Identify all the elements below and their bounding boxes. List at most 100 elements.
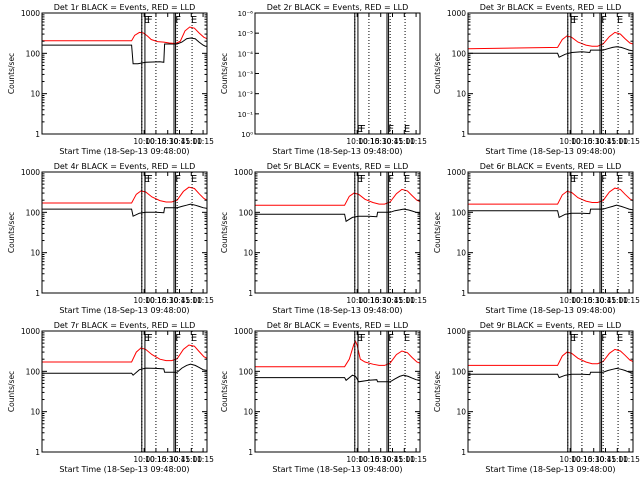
x-tick-label: 10:45 [595, 296, 617, 305]
event-marker-label: E [357, 174, 363, 185]
event-marker-label: F [175, 15, 181, 26]
y-tick-label: 100 [452, 208, 467, 217]
plot-frame [254, 12, 421, 135]
x-tick-label: 10:00 [133, 455, 155, 464]
panel-title: Det 1r BLACK = Events, RED = LLD [54, 3, 196, 12]
event-marker-label: F [360, 333, 366, 344]
y-axis-label: Counts/sec [433, 371, 442, 412]
y-tick-label: 1 [35, 130, 40, 139]
x-tick-label: 11:00 [393, 296, 415, 305]
x-tick-label: 11:15 [405, 455, 427, 464]
x-tick-label: 11:15 [618, 455, 640, 464]
x-tick-label: 10:45 [595, 137, 617, 146]
y-tick-label: 10 [243, 408, 253, 417]
event-marker-label: E [570, 174, 576, 185]
x-tick-label: 10:30 [370, 296, 392, 305]
x-tick-label: 10:30 [583, 455, 605, 464]
plot-frame [41, 330, 208, 453]
panel-title: Det 4r BLACK = Events, RED = LLD [54, 162, 196, 171]
event-marker-label: E [191, 333, 197, 344]
y-tick-label: 100 [26, 367, 41, 376]
event-marker-label: F [388, 174, 394, 185]
plot-frame [254, 330, 421, 453]
x-tick-label: 11:00 [393, 137, 415, 146]
event-marker-label: F [573, 174, 579, 185]
x-tick-label: 11:15 [618, 296, 640, 305]
panel-title: Det 2r BLACK = Events, RED = LLD [267, 3, 409, 12]
x-tick-label: 11:00 [180, 455, 202, 464]
plot-frame [467, 12, 634, 135]
x-axis-label: Start Time (18-Sep-13 09:48:00) [272, 306, 402, 315]
y-tick-label: 1 [248, 289, 253, 298]
y-tick-label: 100 [239, 367, 254, 376]
plot-frame [254, 171, 421, 294]
event-marker-label: E [191, 15, 197, 26]
y-tick-label: 100 [239, 208, 254, 217]
x-tick-label: 10:00 [346, 455, 368, 464]
x-tick-label: 10:45 [382, 137, 404, 146]
y-tick-label: 10 [456, 408, 466, 417]
x-tick-label: 10:45 [595, 455, 617, 464]
plot-frame [467, 330, 634, 453]
y-tick-label: 1000 [447, 9, 466, 18]
x-tick-label: 10:45 [169, 137, 191, 146]
x-axis-label: Start Time (18-Sep-13 09:48:00) [485, 306, 615, 315]
lld-series-line [468, 348, 634, 366]
y-tick-label: 100 [26, 49, 41, 58]
event-marker-label: E [144, 333, 150, 344]
event-marker-label: E [357, 124, 363, 135]
x-tick-label: 10:30 [583, 137, 605, 146]
x-tick-label: 10:00 [559, 137, 581, 146]
event-marker-label: E [144, 174, 150, 185]
x-tick-label: 11:15 [405, 296, 427, 305]
y-tick-label: 10 [456, 249, 466, 258]
panel-title: Det 5r BLACK = Events, RED = LLD [267, 162, 409, 171]
lld-series-line [42, 26, 208, 45]
y-axis-label: Counts/sec [220, 212, 229, 253]
event-marker-label: F [388, 124, 394, 135]
x-tick-label: 11:15 [618, 137, 640, 146]
y-tick-label: 1000 [234, 327, 253, 336]
x-tick-label: 10:15 [145, 137, 167, 146]
y-tick-label: 100 [452, 49, 467, 58]
y-tick-label: 1000 [447, 168, 466, 177]
y-axis-label: Counts/sec [7, 371, 16, 412]
events-series-line [42, 37, 207, 65]
x-tick-label: 10:15 [571, 455, 593, 464]
event-marker-label: F [175, 333, 181, 344]
events-series-line [255, 208, 421, 223]
event-marker-label: F [601, 174, 607, 185]
y-tick-label: 1000 [21, 327, 40, 336]
y-tick-label: 1 [461, 448, 466, 457]
lld-series-line [255, 188, 421, 206]
x-tick-label: 11:00 [606, 137, 628, 146]
lld-series-line [468, 187, 634, 205]
x-axis-label: Start Time (18-Sep-13 09:48:00) [59, 147, 189, 156]
event-marker-label: F [601, 333, 607, 344]
x-tick-label: 10:00 [559, 296, 581, 305]
y-tick-label: 1 [461, 289, 466, 298]
y-tick-label: 10⁻¹ [238, 111, 254, 119]
x-axis-label: Start Time (18-Sep-13 09:48:00) [59, 465, 189, 474]
y-tick-label: 100 [26, 208, 41, 217]
events-series-line [468, 367, 634, 379]
x-tick-label: 10:30 [157, 455, 179, 464]
y-tick-label: 1 [35, 289, 40, 298]
panel-title: Det 9r BLACK = Events, RED = LLD [480, 321, 622, 330]
y-tick-label: 1000 [234, 168, 253, 177]
event-marker-label: F [601, 15, 607, 26]
y-tick-label: 10 [30, 249, 40, 258]
event-marker-label: F [147, 15, 153, 26]
event-marker-label: F [573, 15, 579, 26]
x-tick-label: 10:15 [358, 455, 380, 464]
x-tick-label: 11:15 [192, 296, 214, 305]
x-tick-label: 10:30 [370, 455, 392, 464]
event-marker-label: F [573, 333, 579, 344]
y-tick-label: 1000 [21, 9, 40, 18]
